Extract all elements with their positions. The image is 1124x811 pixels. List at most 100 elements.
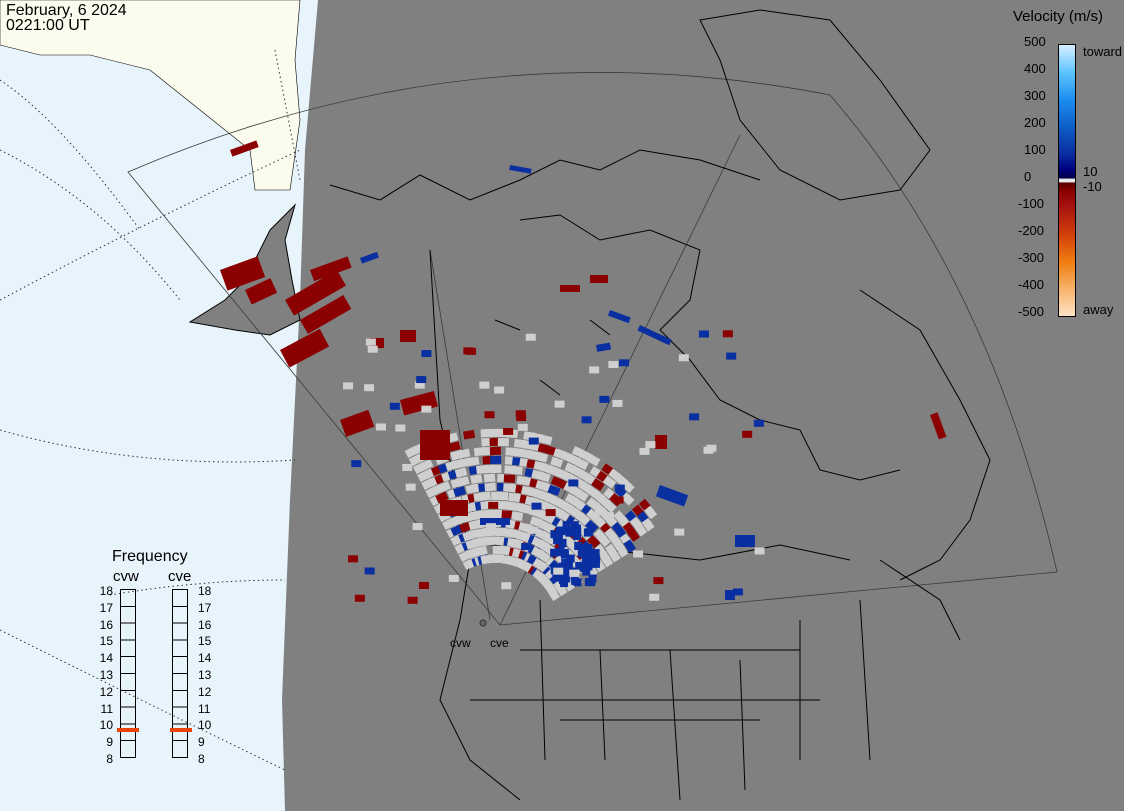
velocity-cell — [463, 347, 474, 355]
velocity-cell — [483, 473, 496, 483]
colorbar-tick: 100 — [1024, 142, 1046, 157]
velocity-cell — [545, 509, 556, 517]
frequency-scale-label: 11 — [198, 701, 211, 716]
velocity-cell — [340, 409, 375, 437]
frequency-scale-label: 15 — [198, 634, 212, 649]
velocity-cell — [484, 411, 495, 419]
velocity-cell — [343, 382, 354, 390]
velocity-cell — [420, 430, 450, 460]
velocity-cell — [568, 479, 579, 487]
velocity-cell — [489, 428, 501, 438]
velocity-cell — [496, 492, 509, 501]
velocity-cell — [554, 530, 563, 539]
velocity-cell — [649, 593, 660, 601]
radar-site-marker — [479, 619, 487, 627]
velocity-cell — [573, 532, 582, 541]
frequency-scale-label: 14 — [198, 651, 212, 666]
velocity-cell — [547, 587, 561, 602]
velocity-cell — [407, 596, 418, 604]
velocity-cell — [364, 567, 375, 575]
velocity-cell — [637, 324, 672, 346]
velocity-cell — [553, 567, 564, 575]
radar-label-cvw: cvw — [113, 568, 139, 585]
frequency-column-cvw — [120, 589, 136, 758]
velocity-cell — [725, 590, 735, 600]
velocity-cell — [575, 489, 589, 502]
velocity-cell — [447, 441, 461, 452]
velocity-cell — [607, 309, 631, 324]
velocity-cell — [421, 405, 432, 413]
velocity-cell — [365, 338, 376, 346]
velocity-cell — [634, 523, 648, 537]
velocity-cell — [528, 526, 539, 534]
velocity-cell — [484, 482, 497, 492]
velocity-cell — [529, 516, 543, 528]
velocity-cell — [437, 481, 451, 493]
frequency-scale-label: 10 — [99, 718, 113, 733]
frequency-scale-label: 17 — [99, 600, 113, 615]
velocity-cell — [300, 295, 352, 334]
frequency-scale-label: 18 — [198, 584, 212, 598]
velocity-cell — [592, 555, 601, 564]
velocity-cell — [480, 518, 510, 525]
frequency-scale-label: 8 — [198, 752, 205, 766]
velocity-cell — [467, 456, 480, 467]
velocity-cell — [440, 500, 468, 516]
velocity-cell — [615, 544, 629, 558]
colorbar-tick: -200 — [1018, 223, 1045, 238]
colorbar-title: Velocity (m/s) — [1013, 8, 1104, 25]
velocity-cell — [591, 549, 600, 558]
velocity-cell — [644, 505, 658, 520]
velocity-cell — [574, 541, 583, 550]
velocity-cell — [511, 465, 523, 476]
velocity-cell — [613, 496, 624, 504]
velocity-cell — [416, 376, 427, 384]
velocity-cell — [655, 435, 667, 449]
velocity-cell — [494, 386, 505, 394]
colorbar-label-toward: toward — [1083, 44, 1123, 59]
velocity-cell — [389, 402, 400, 410]
colorbar-tick: 500 — [1024, 34, 1046, 49]
velocity-cell — [594, 508, 605, 516]
velocity-cell — [458, 448, 471, 459]
velocity-cell — [555, 526, 564, 535]
velocity-cell — [525, 333, 536, 341]
velocity-cell — [348, 555, 359, 563]
frequency-scale-label: 16 — [99, 617, 113, 632]
velocity-cell — [754, 547, 765, 555]
velocity-cell — [597, 533, 611, 548]
velocity-cell — [584, 548, 593, 557]
velocity-cell — [556, 508, 570, 522]
frequency-scale-label: 12 — [198, 684, 212, 699]
velocity-cell — [584, 578, 593, 587]
velocity-cell — [575, 561, 584, 570]
velocity-cell — [547, 484, 561, 497]
velocity-cell — [581, 416, 592, 424]
frequency-scale-label: 16 — [198, 617, 212, 632]
radar-site-label-cve: cve — [490, 636, 509, 650]
velocity-cell — [612, 399, 623, 407]
velocity-cell — [602, 475, 617, 489]
velocity-cell — [220, 256, 266, 291]
velocity-cell — [370, 338, 384, 348]
frequency-scale-label: 15 — [99, 634, 113, 649]
colorbar-gradient — [1058, 44, 1076, 317]
velocity-cell — [245, 278, 278, 305]
frequency-scale-label: 18 — [99, 584, 113, 598]
frequency-scale-label: 11 — [100, 701, 113, 716]
frequency-scale-label: 14 — [99, 651, 113, 666]
velocity-cell — [753, 419, 764, 427]
velocity-cell — [375, 423, 386, 431]
velocity-cell — [726, 352, 737, 360]
velocity-cell — [516, 413, 527, 421]
velocity-cell — [620, 492, 635, 506]
velocity-cell — [402, 463, 413, 471]
velocity-cell — [537, 550, 551, 563]
frequency-marker-cve — [170, 727, 192, 732]
velocity-cell — [599, 395, 610, 403]
velocity-cell — [586, 454, 601, 467]
velocity-cell — [591, 478, 605, 491]
velocity-cell — [501, 510, 513, 519]
velocity-cell — [230, 140, 259, 157]
frequency-scale-label: 9 — [198, 735, 205, 750]
